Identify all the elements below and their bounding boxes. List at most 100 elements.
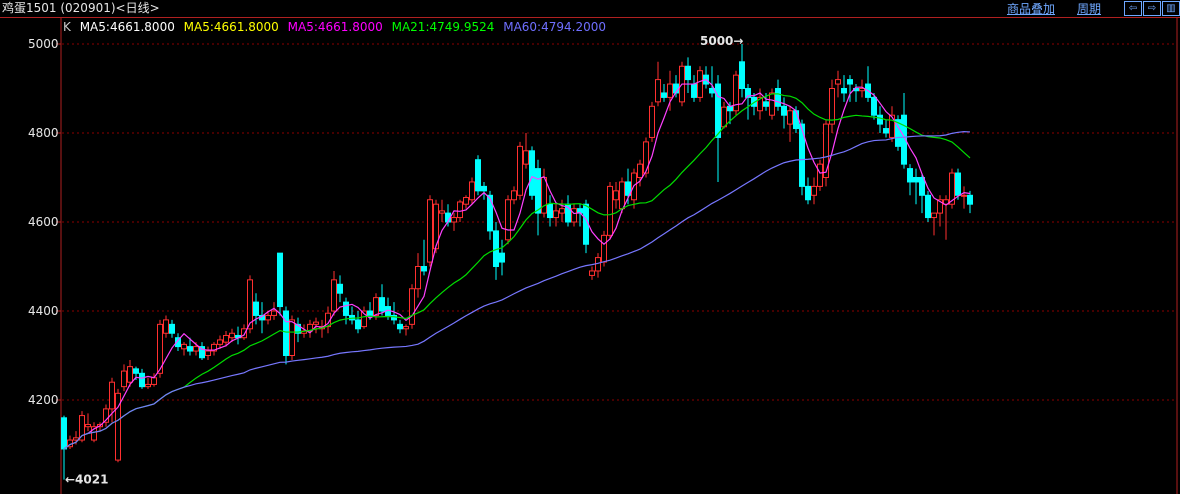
candle — [595, 253, 601, 278]
candle — [331, 270, 337, 316]
candle — [685, 57, 691, 93]
candle — [205, 346, 211, 360]
candle — [271, 302, 277, 320]
candle — [157, 319, 163, 378]
candle — [565, 195, 571, 227]
candle — [67, 435, 73, 449]
arrow-left-icon[interactable]: ⇦ — [1124, 1, 1142, 16]
arrow-right-icon[interactable]: ⇨ — [1143, 1, 1161, 16]
y-tick-label: 5000 — [28, 37, 59, 51]
candle — [637, 159, 643, 187]
overlay-commodity-link[interactable]: 商品叠加 — [1006, 2, 1055, 16]
candle — [661, 84, 667, 102]
candle — [109, 377, 115, 423]
candle — [829, 79, 835, 133]
legend-ma5-yellow: MA5:4661.8000 — [183, 20, 279, 34]
candle — [181, 342, 187, 356]
candle — [361, 306, 367, 329]
ma60-line — [63, 131, 971, 450]
candle — [883, 119, 889, 138]
candle — [463, 195, 469, 209]
candle — [769, 88, 775, 120]
candle — [313, 317, 319, 334]
candle — [211, 342, 217, 356]
candle — [937, 195, 943, 227]
candle — [241, 324, 247, 340]
candle — [103, 404, 109, 427]
candle — [337, 275, 343, 303]
legend-ma5-white: MA5:4661.8000 — [79, 20, 175, 34]
candle — [487, 190, 493, 240]
candle — [295, 317, 301, 343]
candle — [115, 388, 121, 463]
candle — [613, 181, 619, 209]
candle — [469, 177, 475, 205]
candle — [343, 297, 349, 325]
candle — [133, 366, 139, 380]
candle — [247, 275, 253, 334]
legend-ma21: MA21:4749.9524 — [391, 20, 495, 34]
chart-title: 鸡蛋1501 (020901)<日线> — [2, 1, 160, 15]
y-tick-label: 4200 — [28, 393, 59, 407]
candle — [457, 199, 463, 222]
candle — [475, 155, 481, 196]
candle — [589, 266, 595, 280]
candle — [121, 364, 127, 392]
candle — [763, 92, 769, 111]
candle — [949, 168, 955, 209]
candle — [907, 164, 913, 196]
candle — [517, 141, 523, 200]
candle — [235, 326, 241, 345]
candle — [433, 199, 439, 254]
candle — [931, 212, 937, 236]
candle — [535, 159, 541, 236]
candle — [895, 115, 901, 151]
candle — [529, 146, 535, 200]
candle — [913, 168, 919, 205]
candle — [397, 319, 403, 334]
candle — [745, 84, 751, 120]
candle — [607, 181, 613, 240]
legend-k: K — [63, 20, 71, 34]
candle — [289, 315, 295, 360]
candle — [583, 199, 589, 254]
header-divider — [0, 17, 1180, 18]
candle — [355, 311, 361, 334]
candle — [493, 222, 499, 280]
candle — [199, 342, 205, 360]
candle — [559, 199, 565, 222]
high-annotation: 5000→ — [700, 34, 743, 48]
candle — [889, 106, 895, 142]
candle — [697, 66, 703, 102]
candle — [505, 195, 511, 245]
candle — [943, 195, 949, 240]
candle — [805, 177, 811, 205]
candle — [709, 66, 715, 98]
candle — [427, 195, 433, 267]
y-tick-label: 4800 — [28, 126, 59, 140]
candle — [811, 177, 817, 205]
candle — [967, 190, 973, 214]
candle — [439, 199, 445, 222]
candle — [703, 66, 709, 89]
candle — [553, 204, 559, 227]
candle — [379, 284, 385, 316]
candle — [373, 293, 379, 320]
candle — [541, 168, 547, 218]
candle — [421, 239, 427, 276]
legend-ma60: MA60:4794.2000 — [503, 20, 606, 34]
candle — [307, 319, 313, 338]
candle — [877, 106, 883, 133]
y-tick-label: 4400 — [28, 304, 59, 318]
candle — [253, 293, 259, 325]
candle — [145, 377, 151, 389]
legend-ma5-magenta: MA5:4661.8000 — [287, 20, 383, 34]
candle — [277, 252, 283, 316]
period-link[interactable]: 周期 — [1076, 2, 1101, 16]
legend: K MA5:4661.8000 MA5:4661.8000 MA5:4661.8… — [63, 20, 611, 34]
candle — [643, 137, 649, 178]
candle — [163, 315, 169, 338]
candle — [451, 213, 457, 231]
toolbar: 商品叠加 周期 ⇦ ⇨ ▥ — [1007, 0, 1180, 17]
candle — [787, 106, 793, 142]
